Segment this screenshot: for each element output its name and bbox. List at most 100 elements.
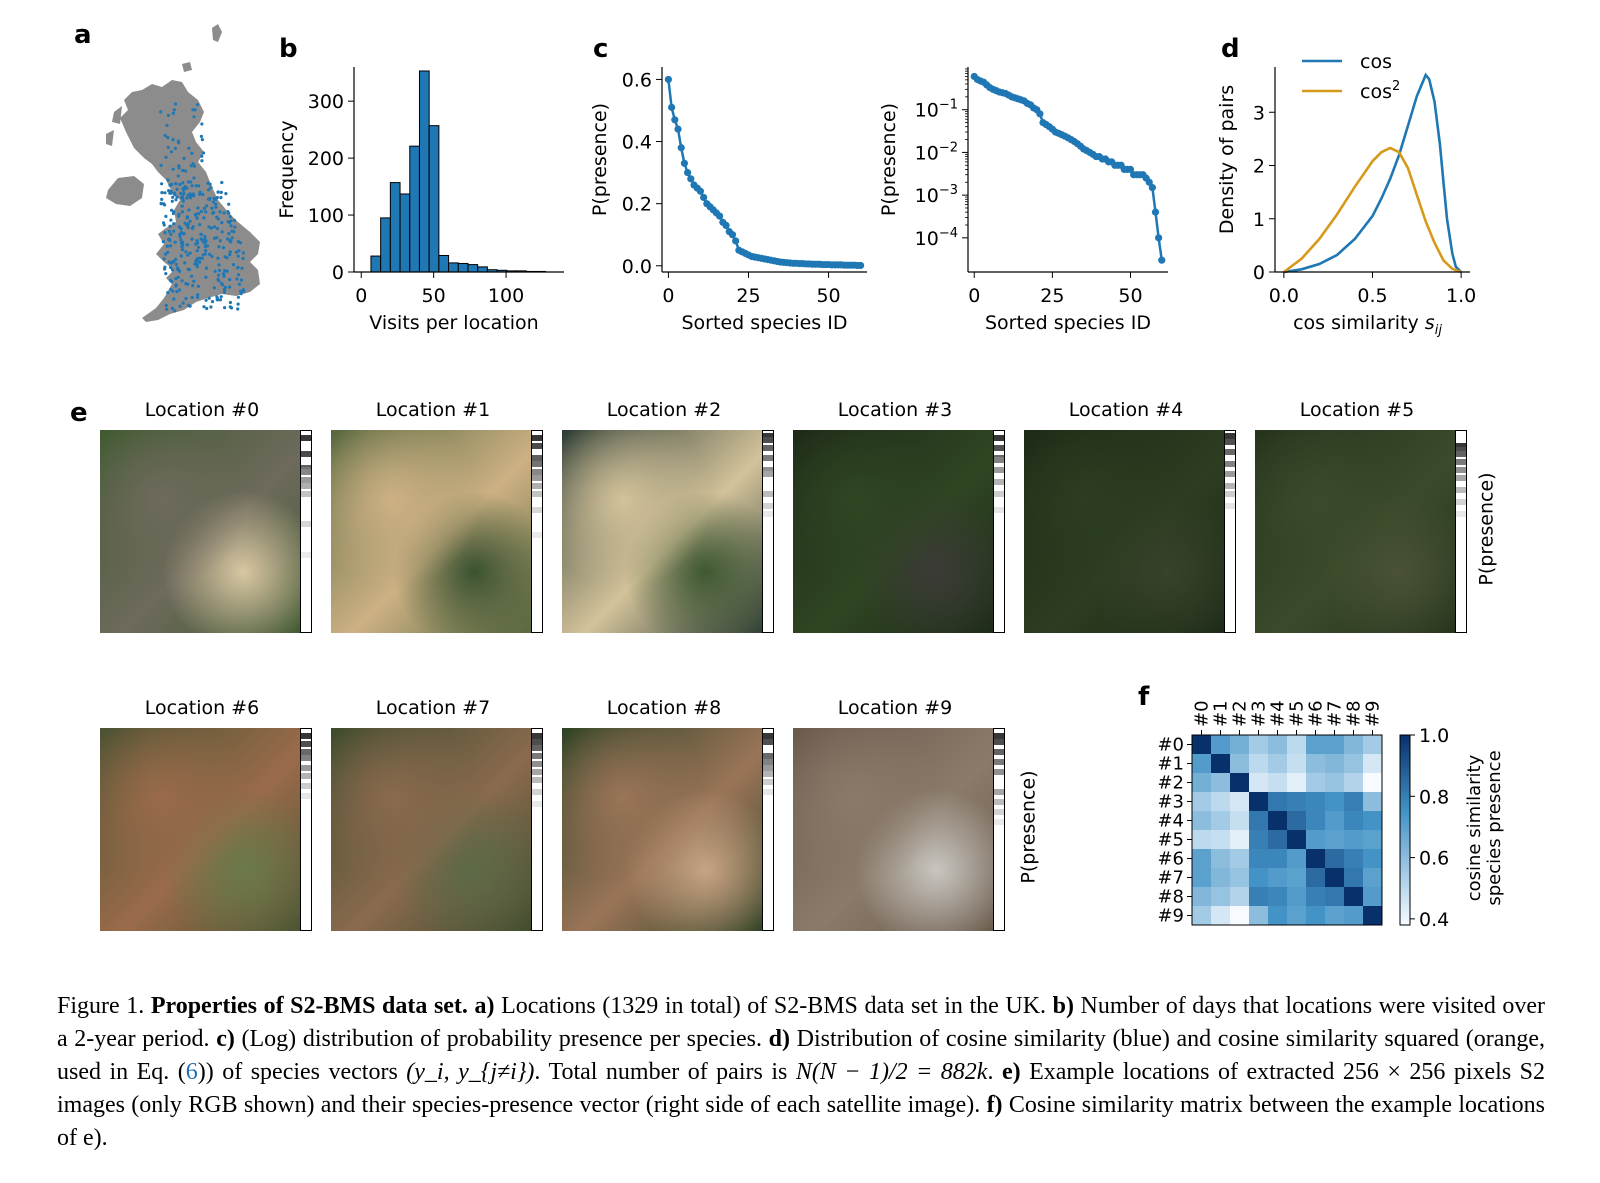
presence-stripe [994,789,1004,796]
y-tick-label: 0.6 [622,69,652,91]
location-dot [240,266,244,270]
heatmap-cell [1249,887,1268,906]
location-dot [165,307,169,311]
heatmap-cell [1306,868,1325,887]
heatmap-cell [1249,792,1268,811]
heatmap-cell [1287,830,1306,849]
presence-stripe [994,435,1004,442]
histogram-bar [477,266,488,273]
heatmap-cell [1306,792,1325,811]
legend-label-sup: 2 [1392,79,1400,94]
location-dot [199,237,203,241]
y-axis-label: P(presence) [589,103,611,216]
location-dot [183,221,187,225]
location-dot [181,243,185,247]
presence-stripe [1225,471,1235,478]
y-axis-label: Density of pairs [1216,85,1238,234]
location-dot [182,156,186,160]
location-dot [218,298,223,302]
caption-e-key: e) [1001,1059,1021,1085]
heatmap-cell [1287,849,1306,868]
location-dot [173,193,177,197]
heatmap-cell [1344,792,1363,811]
location-title: Location #9 [837,697,953,719]
presence-stripe [1456,451,1466,458]
heatmap-cell [1211,773,1230,792]
location-dot [201,151,206,155]
y-tick-label: 0.0 [622,256,652,278]
y-tick-label: 10−2 [915,140,958,164]
location-dot [223,285,227,289]
uk-location-map [106,24,260,322]
location-dot [195,265,199,269]
y-tick-label: 1 [1253,209,1265,231]
location-dot [179,254,183,258]
col-label: #1 [1211,700,1232,727]
location-dot [166,250,170,254]
x-axis-label: Sorted species ID [985,312,1151,334]
colorbar-tick-label: 0.4 [1419,909,1449,931]
y-tick-label: 10−4 [915,226,958,250]
heatmap-cell [1363,849,1382,868]
x-tick-label: 1.0 [1446,285,1476,307]
location-dot [202,216,206,220]
location-dot [174,284,178,288]
location-dot [195,216,199,220]
panel-letter-c: c [593,34,609,64]
col-label: #3 [1249,700,1270,727]
location-dot [203,252,207,256]
heatmap-cell [1306,906,1325,925]
location-dot [193,108,197,112]
heatmap-cell [1192,830,1211,849]
presence-stripe [994,759,1004,766]
caption-c-key: c) [216,1026,235,1052]
location-dot [184,169,188,173]
heatmap-cell [1306,887,1325,906]
row-label: #3 [1157,792,1184,813]
data-point [1148,184,1156,192]
location-dot [228,285,232,289]
location-dot [187,268,192,272]
presence-stripe [763,433,773,440]
species-presence-vector [531,728,543,931]
heatmap-cell [1325,830,1344,849]
location-dot [167,260,171,264]
heatmap-cell [1192,792,1211,811]
location-dot [209,226,213,230]
presence-stripe [763,455,773,462]
location-dot [186,226,190,230]
heatmap-cell [1249,849,1268,868]
species-presence-vector [300,728,312,931]
caption-d-text2: )) of species vectors [197,1059,407,1085]
x-tick-label: 50 [422,285,446,307]
location-dot [162,202,166,206]
location-dot [228,300,232,305]
caption-eq-link[interactable]: 6 [185,1059,198,1085]
location-dot [230,229,234,233]
data-point [1151,208,1160,216]
location-dot [168,224,172,228]
heatmap-cell [1268,868,1287,887]
location-dot [208,182,212,186]
presence-stripe [532,753,542,760]
location-title: Location #8 [606,697,722,719]
location-dot [200,138,204,142]
heatmap-cell [1230,773,1249,792]
location-title: Location #7 [375,697,491,719]
presence-stripe [994,733,1004,740]
col-label: #4 [1268,700,1289,727]
location-dot [216,277,220,281]
location-dot [195,241,200,245]
location-dot [214,197,218,201]
location-dot [228,215,232,219]
location-dot [202,206,207,211]
location-dot [224,192,228,196]
chart-presence-log: 0 25 50 10−1 10−2 10−3 10−4 Sorted species ID P(… [878,67,1168,334]
heatmap-cell [1249,773,1268,792]
location-dot [223,255,227,259]
heatmap-cell [1325,887,1344,906]
location-dot [181,232,185,236]
location-dot [237,249,241,253]
presence-stripe [301,793,311,800]
location-dot [181,181,185,185]
